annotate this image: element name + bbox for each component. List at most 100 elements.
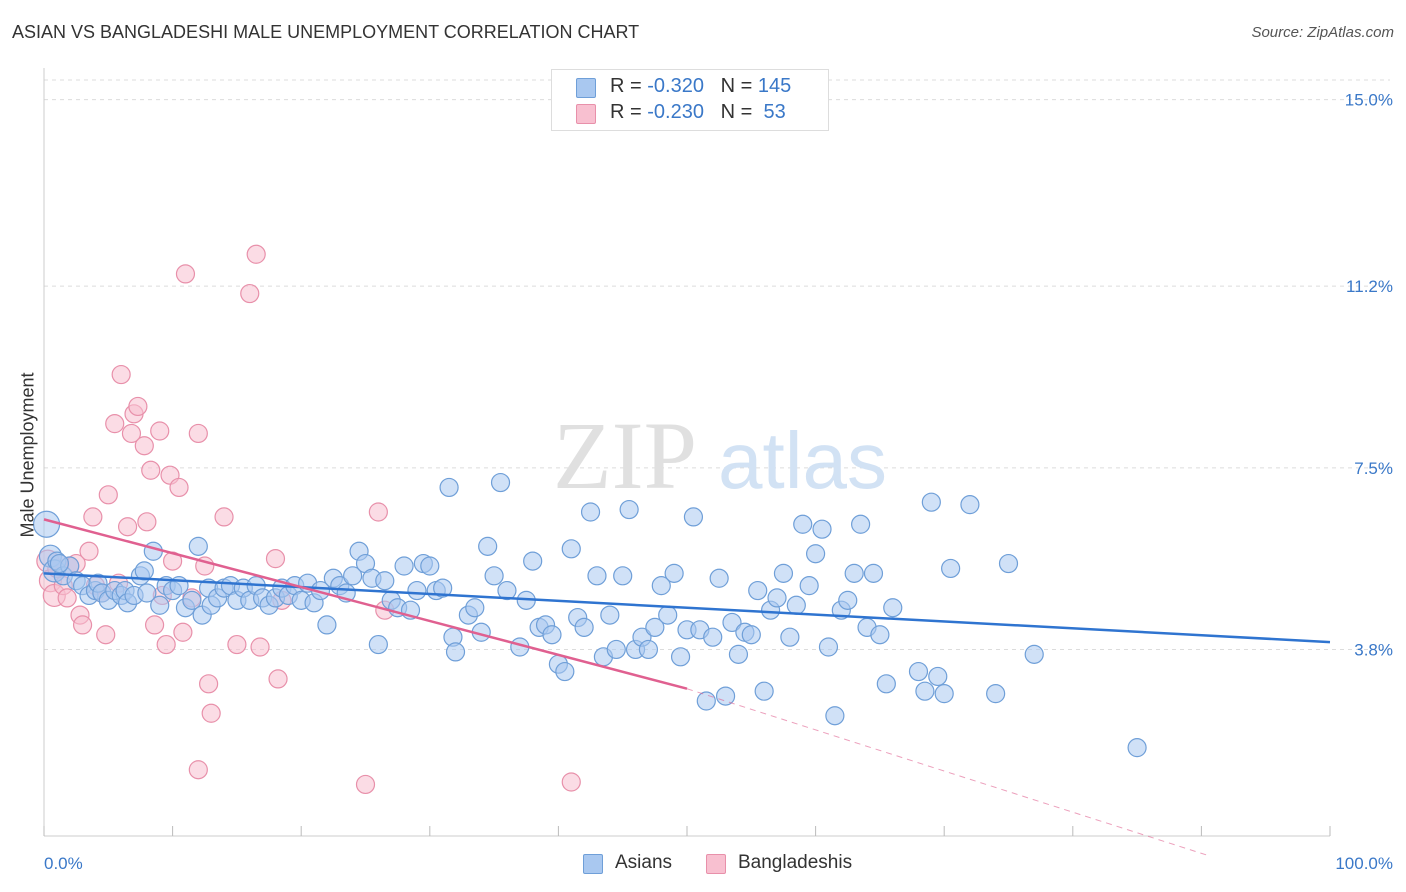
source-credit: Source: ZipAtlas.com bbox=[1251, 24, 1394, 41]
trend-line-bangladeshis bbox=[43, 518, 688, 690]
data-point-asians bbox=[915, 681, 935, 701]
data-point-asians bbox=[876, 674, 896, 694]
tick-labels: 3.8% 7.5% 11.2% 15.0% 0.0% 100.0% bbox=[44, 91, 1393, 873]
data-point-asians bbox=[683, 507, 704, 527]
data-point-asians bbox=[580, 502, 601, 522]
data-point-bangladeshis bbox=[201, 703, 221, 723]
x-tick-label-max: 100.0% bbox=[1335, 854, 1393, 873]
data-point-bangladeshis bbox=[57, 588, 77, 608]
data-point-asians bbox=[375, 571, 395, 591]
data-point-asians bbox=[394, 556, 414, 576]
data-point-asians bbox=[934, 684, 954, 704]
trend-line-asians bbox=[43, 572, 1331, 644]
y-tick-label: 11.2% bbox=[1346, 277, 1393, 296]
data-point-asians bbox=[908, 661, 929, 682]
bottom-legend-label-asians: Asians bbox=[615, 852, 673, 873]
data-point-bangladeshis bbox=[83, 507, 103, 527]
data-point-asians bbox=[150, 595, 170, 615]
data-point-bangladeshis bbox=[96, 625, 116, 645]
data-point-bangladeshis bbox=[105, 414, 125, 434]
data-point-bangladeshis bbox=[368, 502, 388, 522]
data-point-asians bbox=[439, 477, 459, 498]
data-point-asians bbox=[407, 580, 427, 601]
data-point-asians bbox=[696, 691, 716, 711]
data-point-asians bbox=[722, 612, 742, 633]
legend-text-bangladeshis: R = -0.230 N = 53 bbox=[610, 101, 786, 123]
data-point-asians bbox=[986, 684, 1006, 704]
data-point-asians bbox=[497, 580, 517, 601]
legend-text-asians: R = -0.320 N = 145 bbox=[610, 75, 792, 97]
data-point-asians bbox=[754, 681, 774, 701]
data-point-bangladeshis bbox=[72, 615, 93, 635]
data-point-bangladeshis bbox=[111, 364, 131, 385]
legend-swatch-bangladeshis bbox=[576, 104, 596, 124]
data-point-asians bbox=[561, 539, 581, 559]
data-point-asians bbox=[941, 558, 961, 579]
data-point-asians bbox=[928, 666, 948, 687]
watermark-atlas: atlas bbox=[718, 416, 887, 505]
data-point-asians bbox=[670, 647, 691, 667]
data-point-asians bbox=[805, 544, 826, 564]
legend-swatch-asians bbox=[576, 78, 596, 98]
y-tick-label: 7.5% bbox=[1354, 459, 1393, 478]
data-point-bangladeshis bbox=[175, 264, 196, 284]
data-point-asians bbox=[433, 578, 453, 598]
data-point-bangladeshis bbox=[137, 512, 157, 532]
data-point-asians bbox=[715, 686, 736, 706]
bottom-legend: Asians Bangladeshis bbox=[0, 852, 1406, 878]
data-point-asians bbox=[613, 566, 633, 586]
data-point-asians bbox=[49, 553, 70, 574]
series-asians bbox=[32, 472, 1147, 758]
data-point-asians bbox=[587, 566, 607, 586]
data-point-asians bbox=[343, 566, 363, 586]
data-point-bangladeshis bbox=[188, 423, 208, 444]
data-point-asians bbox=[786, 595, 806, 615]
data-point-asians bbox=[420, 556, 440, 576]
data-point-asians bbox=[555, 661, 575, 682]
data-point-bangladeshis bbox=[561, 772, 581, 792]
data-point-bangladeshis bbox=[134, 436, 154, 456]
y-tick-label: 3.8% bbox=[1354, 640, 1393, 659]
y-axis-label: Male Unemployment bbox=[17, 372, 38, 538]
data-point-asians bbox=[883, 598, 903, 618]
data-point-asians bbox=[709, 568, 729, 588]
trend-lines bbox=[43, 518, 1331, 857]
data-point-asians bbox=[1024, 644, 1044, 664]
data-point-asians bbox=[445, 642, 466, 662]
data-point-asians bbox=[703, 627, 723, 647]
data-point-bangladeshis bbox=[246, 244, 266, 264]
data-point-bangladeshis bbox=[121, 423, 142, 444]
watermark: ZIP atlas bbox=[553, 402, 887, 509]
data-point-asians bbox=[870, 625, 890, 645]
data-point-asians bbox=[182, 590, 202, 610]
y-tick-label: 15.0% bbox=[1345, 91, 1393, 110]
data-point-asians bbox=[317, 615, 337, 635]
data-point-asians bbox=[651, 576, 671, 596]
data-point-asians bbox=[658, 605, 678, 625]
data-point-asians bbox=[741, 625, 761, 645]
data-point-bangladeshis bbox=[240, 283, 260, 304]
data-point-bangladeshis bbox=[79, 541, 99, 561]
data-point-bangladeshis bbox=[128, 396, 148, 417]
data-point-asians bbox=[799, 576, 819, 596]
data-point-asians bbox=[137, 583, 157, 603]
data-point-asians bbox=[368, 634, 388, 655]
data-point-bangladeshis bbox=[98, 485, 118, 505]
bottom-legend-swatch-asians bbox=[583, 854, 603, 874]
data-point-asians bbox=[1127, 738, 1147, 758]
data-point-asians bbox=[619, 499, 639, 520]
data-point-bangladeshis bbox=[117, 517, 138, 537]
data-point-asians bbox=[600, 605, 620, 625]
grid-lines bbox=[44, 79, 1390, 650]
data-point-asians bbox=[188, 536, 208, 556]
data-point-asians bbox=[728, 644, 749, 664]
data-point-asians bbox=[542, 625, 562, 645]
data-point-bangladeshis bbox=[173, 622, 193, 642]
data-point-asians bbox=[645, 617, 665, 637]
data-point-asians bbox=[921, 492, 941, 512]
data-point-asians bbox=[606, 639, 626, 660]
data-point-bangladeshis bbox=[144, 615, 165, 635]
series-bangladeshis bbox=[36, 244, 581, 795]
data-point-bangladeshis bbox=[265, 549, 286, 569]
